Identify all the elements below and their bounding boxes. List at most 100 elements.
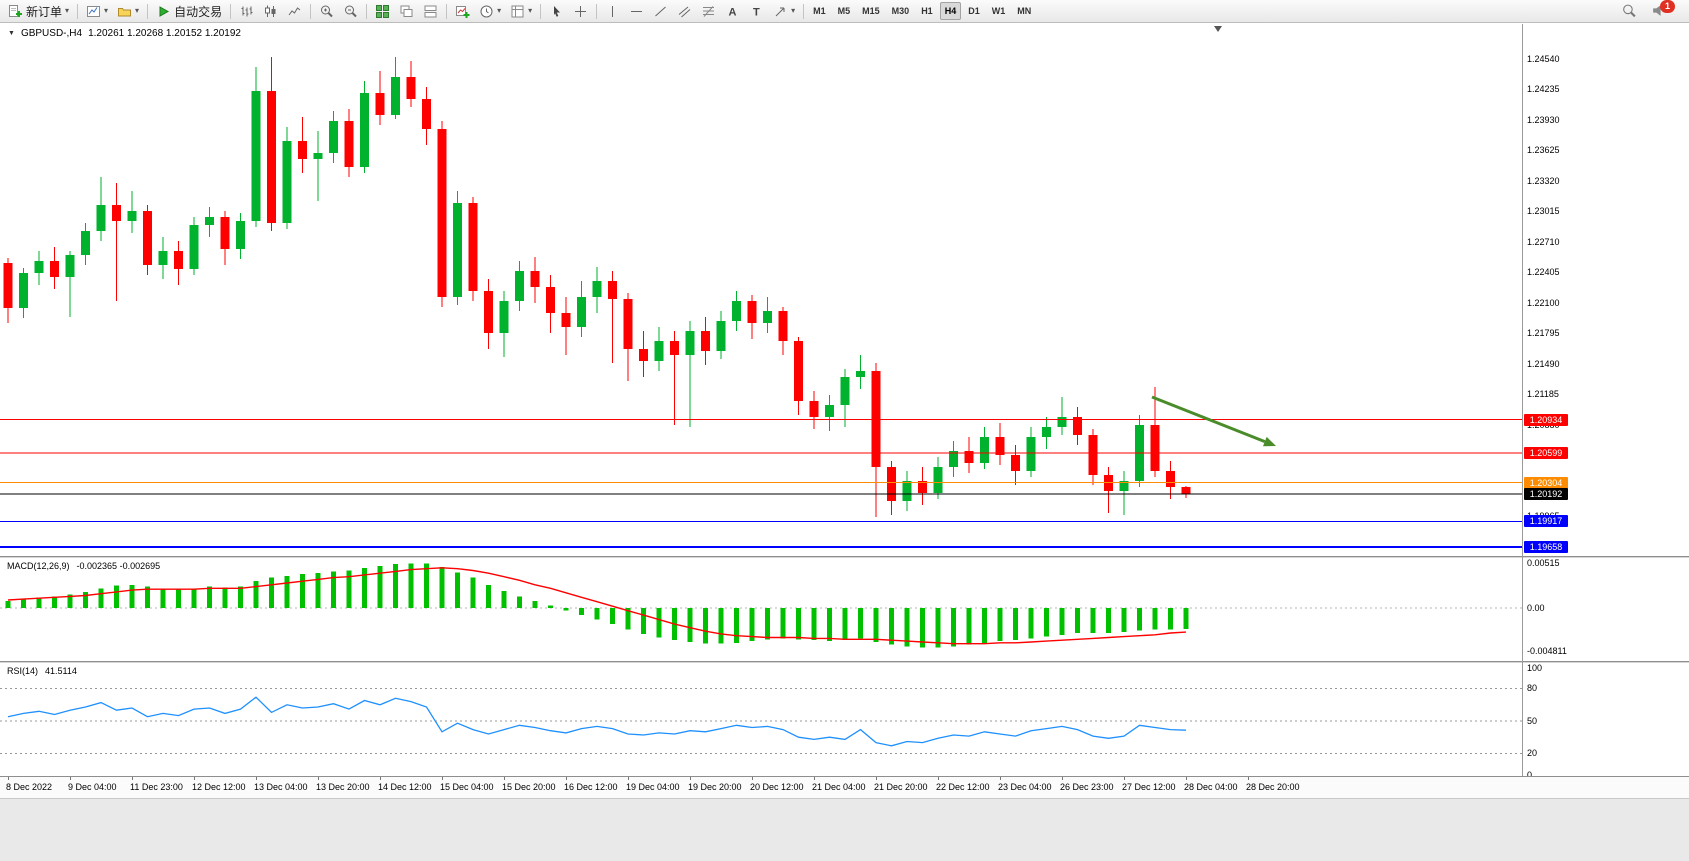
time-axis-tick [814,777,815,780]
zoom-in-icon [321,5,333,17]
text-icon: A [729,6,737,18]
timeframe-button-MN[interactable]: MN [1017,6,1032,16]
search-icon [1623,4,1636,18]
new-chart-button[interactable]: ▾ [82,0,112,22]
window-background [0,798,1689,861]
rsi-label: RSI(14) 41.5114 [7,666,77,676]
time-axis-tick [442,777,443,780]
tile-windows-button[interactable] [371,0,394,22]
time-axis-tick [70,777,71,780]
macd-chart[interactable] [0,558,1522,661]
time-axis-label: 27 Dec 12:00 [1122,782,1176,792]
macd-values: -0.002365 -0.002695 [76,561,161,571]
chart-ohlc: 1.20261 1.20268 1.20152 1.20192 [88,28,241,39]
bid-price-badge: 1.20192 [1524,487,1568,500]
timeframe-button-M15[interactable]: M15 [862,6,880,16]
text-button[interactable]: A [721,0,744,22]
candles-layer [3,57,1191,517]
clock-icon [480,5,493,17]
chart-collapse-triangle[interactable]: ▼ [8,30,15,37]
timeframe-button-M30[interactable]: M30 [891,6,910,16]
line-chart-icon [288,6,301,15]
candlestick-icon [265,5,276,17]
time-axis-label: 8 Dec 2022 [6,782,53,792]
price-axis-label: 1.24235 [1527,84,1560,94]
time-axis-tick [256,777,257,780]
chevron-down-icon: ▾ [65,6,70,15]
bar-chart-button[interactable] [235,0,258,22]
time-axis-tick [8,777,9,780]
timeframe-button-H1[interactable]: H1 [921,6,933,16]
rsi-line [7,696,1187,747]
time-axis-tick [566,777,567,780]
separator [147,3,149,19]
chevron-down-icon: ▾ [104,6,109,15]
timeframe-button-W1[interactable]: W1 [991,6,1006,16]
price-axis-label: 1.22405 [1527,267,1560,277]
time-axis-label: 19 Dec 20:00 [688,782,742,792]
autotrade-button[interactable]: 自动交易 [152,0,226,22]
channel-button[interactable] [673,0,696,22]
line-chart-button[interactable] [283,0,306,22]
price-axis-label: 1.22710 [1527,236,1560,247]
label-button[interactable]: T [745,0,768,22]
timeframe-button-H4[interactable]: H4 [939,2,962,20]
horizontal-line-button[interactable] [625,0,648,22]
main-chart[interactable] [0,24,1522,556]
macd-name: MACD(12,26,9) [7,561,70,571]
fibonacci-button[interactable] [697,0,720,22]
add-indicator-button[interactable] [451,0,474,22]
time-axis-label: 26 Dec 23:00 [1060,782,1114,792]
separator [366,3,368,19]
separator [596,3,598,19]
candlestick-chart-button[interactable] [259,0,282,22]
time-axis-tick [938,777,939,780]
timeframe-button-D1[interactable]: D1 [968,6,980,16]
crosshair-button[interactable] [569,0,592,22]
time-axis-label: 22 Dec 12:00 [936,782,990,792]
panel-splitter[interactable] [0,556,1689,558]
vertical-line-button[interactable] [601,0,624,22]
panel-splitter[interactable] [0,661,1689,663]
arrows-button[interactable]: ▾ [769,0,799,22]
profiles-button[interactable]: ▾ [113,0,143,22]
time-axis-label: 9 Dec 04:00 [68,782,117,792]
rsi-axis-label: 50 [1527,715,1538,726]
price-axis[interactable]: 1.24540 1.24235 1.23930 1.23625 1.23320 1.230… [1522,24,1688,556]
trendline-button[interactable] [649,0,672,22]
zoom-in-button[interactable] [315,0,338,22]
arrange-windows-button[interactable] [419,0,442,22]
rsi-chart[interactable] [0,663,1522,776]
profiles-icon [118,7,132,16]
macd-axis: 0.00515 0.00 -0.004811 [1522,558,1688,661]
price-axis-label: 1.23320 [1527,175,1560,186]
zoom-out-button[interactable] [339,0,362,22]
timeframe-button-M1[interactable]: M1 [813,6,826,16]
time-axis-tick [380,777,381,780]
price-level-lines[interactable] [0,419,1522,549]
time-axis-label: 21 Dec 20:00 [874,782,928,792]
timeframe-button-M5[interactable]: M5 [837,6,851,16]
notifications-button[interactable]: 1 [1651,0,1675,20]
cascade-windows-button[interactable] [395,0,418,22]
annotation-arrow[interactable] [1151,395,1276,447]
periods-button[interactable]: ▾ [475,0,505,22]
notification-badge: 1 [1660,0,1675,13]
chart-shift-marker[interactable] [1214,26,1222,32]
arrow-tool-icon [775,7,785,16]
templates-button[interactable]: ▾ [506,0,536,22]
time-axis-tick [318,777,319,780]
search-button[interactable] [1617,0,1641,22]
cursor-button[interactable] [545,0,568,22]
time-axis-label: 13 Dec 04:00 [254,782,308,792]
time-axis[interactable]: 8 Dec 2022 9 Dec 04:00 11 Dec 23:00 12 Dec … [0,776,1689,798]
price-axis-label: 1.23930 [1527,114,1560,125]
new-order-button[interactable]: 新订单 ▾ [4,0,73,22]
price-level-badge: 1.20599 [1524,447,1568,460]
chevron-down-icon: ▾ [528,6,533,15]
price-level-badge: 1.20934 [1524,413,1568,426]
new-order-icon [9,4,22,17]
time-axis-tick [504,777,505,780]
rsi-axis-label: 100 [1527,663,1543,673]
